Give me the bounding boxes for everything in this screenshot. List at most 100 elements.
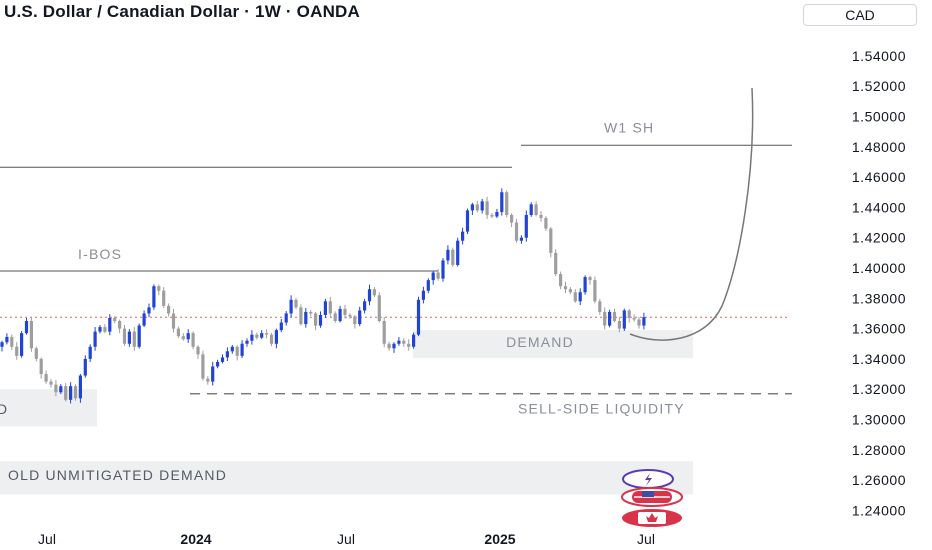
y-tick-label: 1.48000: [852, 139, 906, 155]
candle-body: [113, 317, 117, 322]
candle-body: [269, 334, 274, 344]
candle-body: [608, 311, 612, 326]
candle-body: [5, 336, 9, 343]
candle-body: [353, 316, 357, 325]
projection-curve: [629, 87, 754, 341]
candle-body: [157, 286, 161, 291]
candle-body: [500, 192, 504, 212]
candle-body: [475, 204, 479, 211]
candle-body: [49, 381, 53, 385]
demand-zone-label: DEMAND: [506, 334, 574, 350]
x-tick-label: Jul: [38, 531, 56, 547]
candle-body: [461, 231, 465, 241]
candle-body: [426, 280, 430, 291]
candle-body: [622, 310, 626, 329]
candle-body: [367, 289, 372, 302]
candle-body: [441, 260, 445, 279]
candle-body: [152, 286, 156, 308]
candle-body: [514, 222, 519, 241]
candle-body: [59, 386, 63, 393]
candle-body: [642, 317, 646, 326]
candle-body: [69, 386, 73, 400]
old-demand-zone-label: OLD UNMITIGATED DEMAND: [8, 467, 227, 483]
candle-body: [24, 321, 29, 334]
candle-body: [176, 328, 180, 337]
candle-body: [299, 307, 303, 325]
candle-body: [206, 378, 210, 382]
candle-body: [559, 274, 563, 287]
us-flag-icon-canton: [642, 491, 654, 497]
y-tick-label: 1.38000: [852, 290, 906, 306]
candle-body: [108, 317, 112, 332]
candle-body: [279, 322, 283, 331]
candle-body: [328, 301, 332, 314]
y-tick-label: 1.36000: [852, 321, 906, 337]
candle-body: [617, 321, 621, 329]
candle-body: [392, 343, 396, 349]
i-bos-label: I-BOS: [78, 246, 122, 262]
candle-body: [456, 240, 460, 265]
candle-body: [162, 290, 166, 306]
candle-body: [358, 310, 362, 325]
candle-body: [490, 214, 494, 217]
candle-body: [627, 310, 631, 318]
y-tick-label: 1.54000: [852, 48, 906, 64]
candle-body: [73, 386, 78, 399]
candle-body: [196, 346, 200, 355]
candle-body: [382, 321, 386, 344]
candle-body: [284, 313, 288, 323]
candle-body: [132, 331, 136, 347]
candle-body: [363, 301, 367, 311]
candle-body: [127, 331, 131, 344]
currency-badge[interactable]: CAD: [803, 4, 917, 26]
candle-body: [83, 358, 87, 376]
candle-body: [387, 343, 391, 349]
candle-body: [225, 351, 229, 358]
candle-body: [181, 336, 185, 340]
candle-body: [323, 301, 327, 315]
y-tick-label: 1.42000: [852, 230, 906, 246]
candle-body: [465, 210, 470, 232]
y-tick-label: 1.24000: [852, 502, 906, 518]
candle-body: [583, 277, 587, 293]
candle-body: [451, 249, 455, 265]
x-tick-label: 2025: [484, 531, 515, 547]
candle-body: [54, 384, 58, 393]
chart-title: U.S. Dollar / Canadian Dollar · 1W · OAN…: [4, 2, 360, 21]
candle-body: [255, 334, 259, 338]
candle-body: [480, 201, 484, 211]
old-demand-zone: [0, 461, 693, 495]
canada-flag-icon-leaf: [646, 513, 658, 522]
candle-body: [20, 333, 24, 356]
candle-body: [44, 374, 48, 382]
candle-body: [612, 311, 617, 322]
candle-body: [505, 192, 509, 215]
candle-body: [338, 308, 342, 322]
candle-body: [416, 299, 421, 335]
candle-body: [519, 237, 523, 241]
candle-body: [186, 333, 190, 340]
candle-body: [563, 286, 568, 290]
demand-zone: [413, 330, 693, 359]
candle-body: [191, 333, 195, 347]
x-tick-label: Jul: [337, 531, 355, 547]
sell-side-liquidity-label: SELL-SIDE LIQUIDITY: [518, 401, 685, 417]
candle-body: [485, 201, 489, 215]
candle-body: [495, 211, 499, 217]
candle-body: [201, 354, 205, 379]
candle-body: [98, 327, 102, 332]
y-tick-label: 1.50000: [852, 109, 906, 125]
candle-body: [265, 333, 269, 335]
candle-body: [0, 342, 4, 347]
candle-body: [637, 319, 641, 326]
candle-body: [412, 334, 416, 347]
candle-body: [137, 325, 141, 347]
candle-body: [39, 358, 43, 375]
left-demand-zone: [0, 389, 97, 427]
candle-body: [171, 313, 176, 329]
candle-body: [78, 375, 82, 399]
candle-body: [333, 313, 337, 322]
w1-sh-label: W1 SH: [604, 119, 654, 135]
candle-body: [407, 343, 411, 347]
